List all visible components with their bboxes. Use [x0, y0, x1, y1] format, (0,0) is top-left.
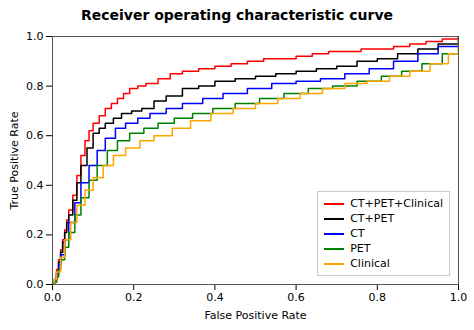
html-text:CT: CT	[350, 227, 365, 240]
svg-text:0.6: 0.6	[26, 129, 44, 142]
svg-text:False Positive Rate: False Positive Rate	[204, 309, 306, 322]
svg-text:1.0: 1.0	[450, 291, 468, 304]
svg-text:0.8: 0.8	[26, 80, 44, 93]
svg-text:1.0: 1.0	[26, 30, 44, 43]
svg-text:0.0: 0.0	[26, 278, 44, 291]
html-text:CT+PET: CT+PET	[350, 212, 395, 225]
svg-text:0.8: 0.8	[369, 291, 387, 304]
svg-text:0.0: 0.0	[44, 291, 62, 304]
svg-text:0.2: 0.2	[125, 291, 143, 304]
svg-text:0.4: 0.4	[26, 179, 44, 192]
html-text:PET: PET	[350, 242, 371, 255]
svg-text:0.6: 0.6	[287, 291, 305, 304]
html-text:Clinical: Clinical	[350, 257, 390, 270]
svg-text:0.2: 0.2	[26, 228, 44, 241]
svg-text:True Positive Rate: True Positive Rate	[8, 111, 21, 210]
html-text:CT+PET+Clinical: CT+PET+Clinical	[350, 197, 443, 210]
html-text:Receiver operating characteris: Receiver operating characteristic curve	[80, 7, 394, 23]
svg-text:0.4: 0.4	[206, 291, 224, 304]
